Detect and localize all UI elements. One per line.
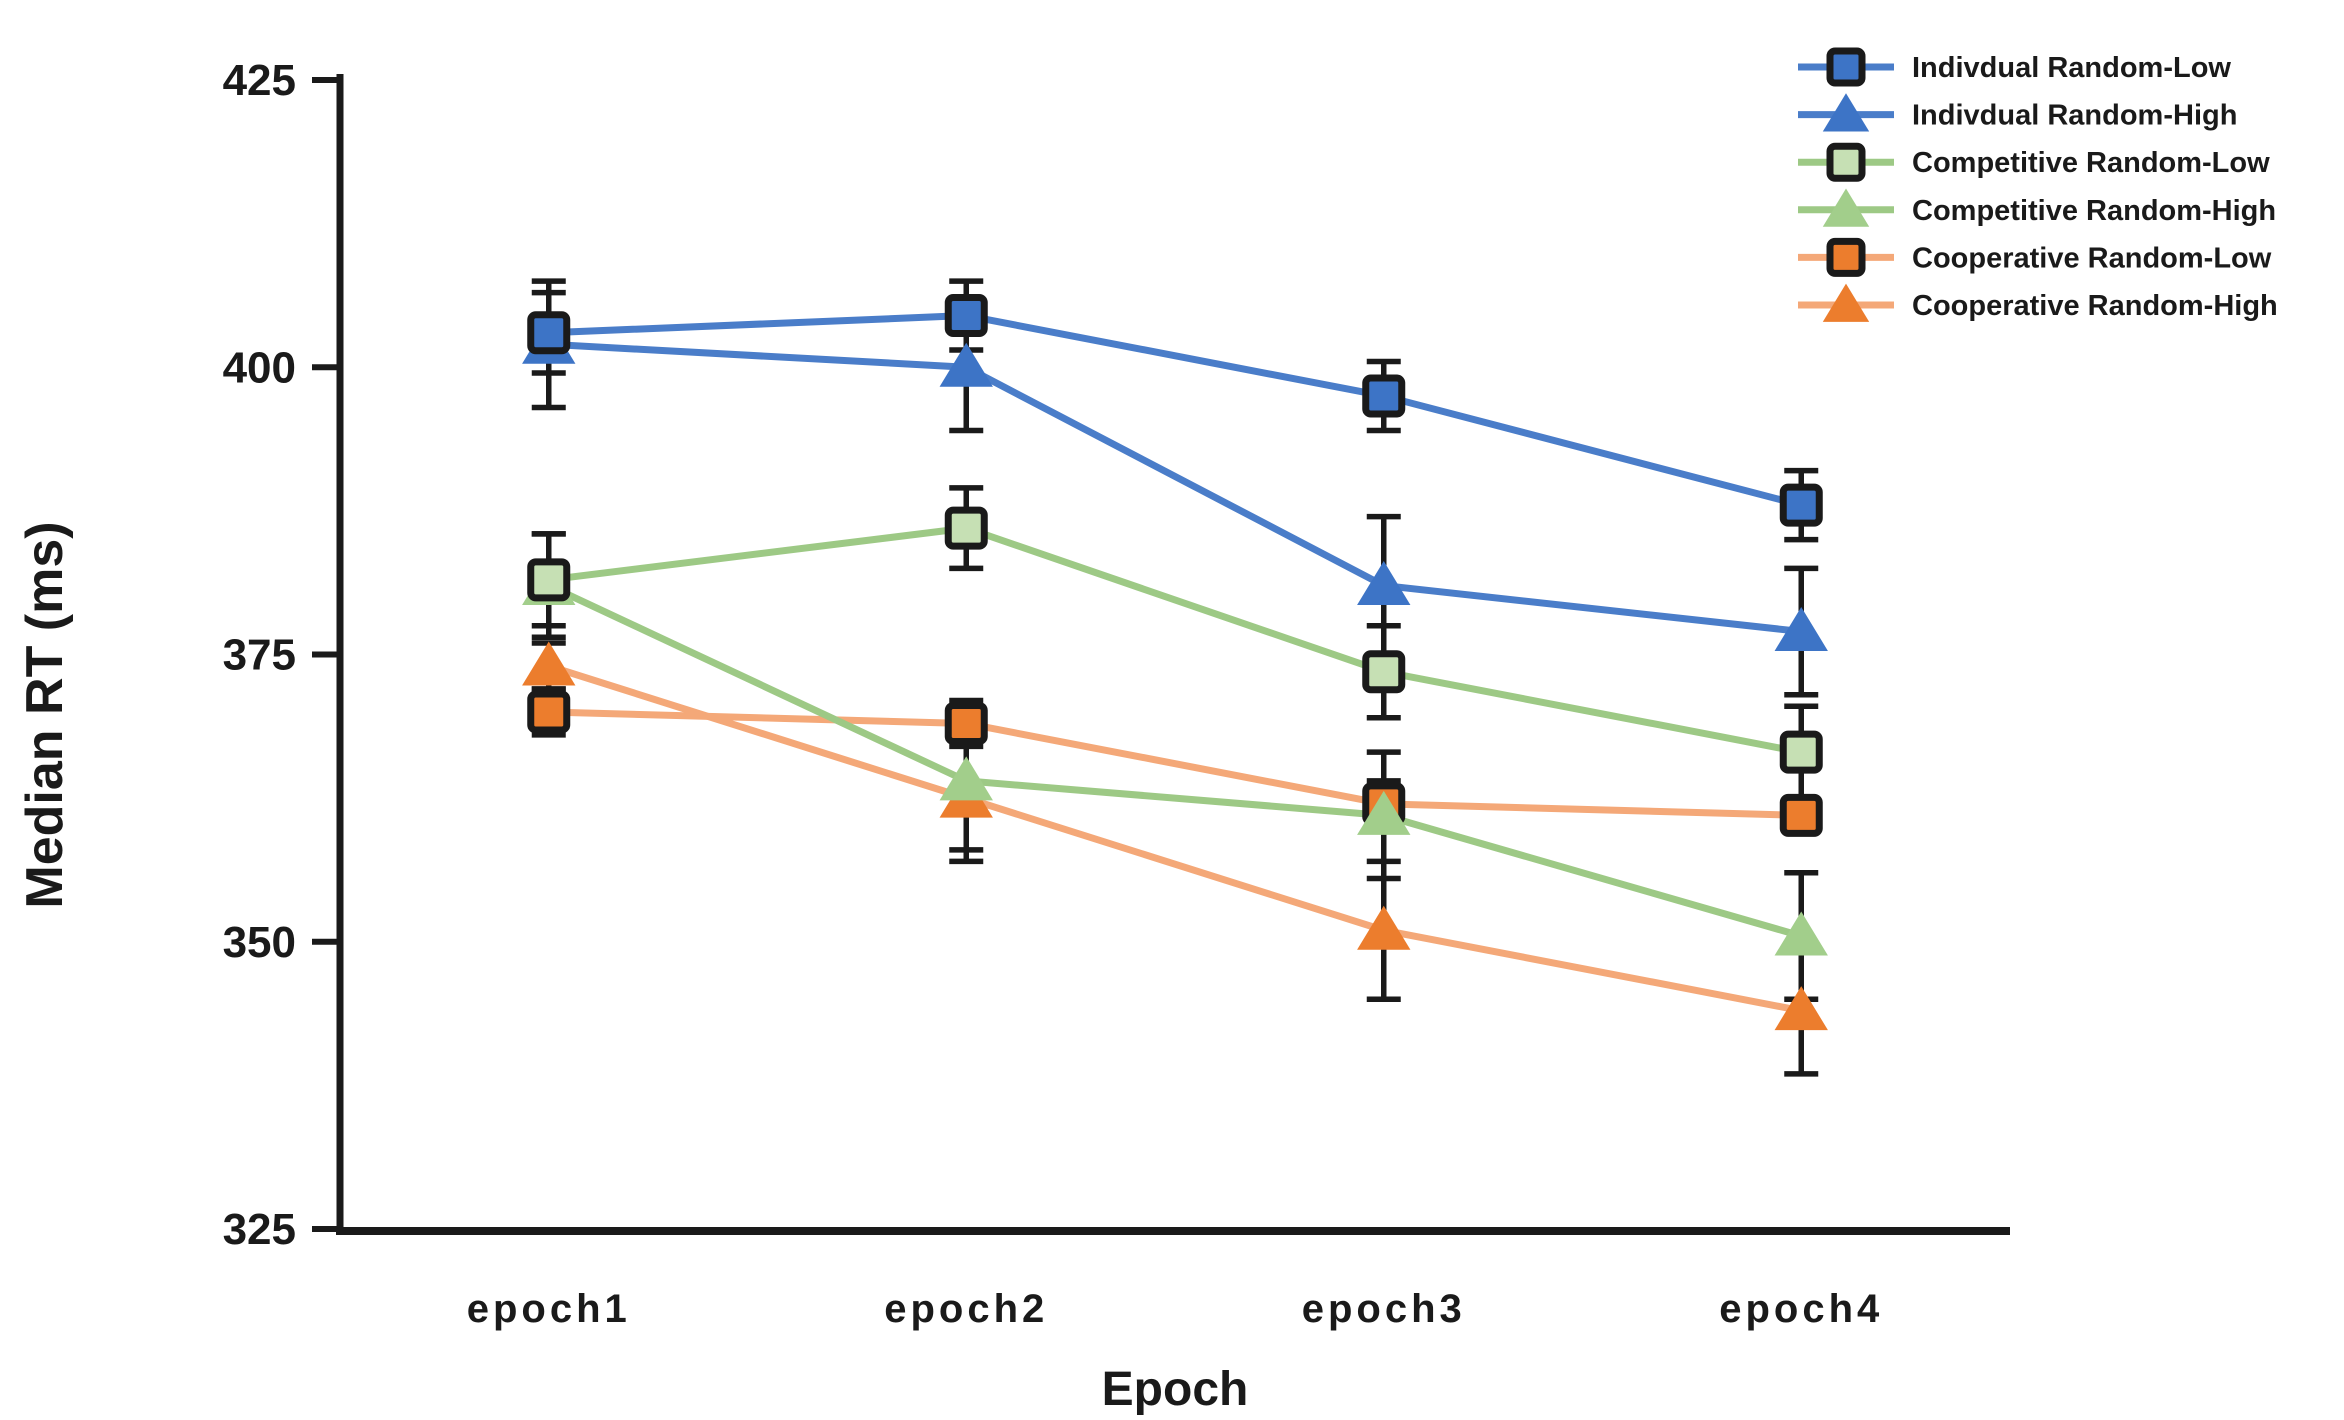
y-tick-label: 325 xyxy=(223,1205,296,1254)
legend-item-indivdual-random-low: Indivdual Random-Low xyxy=(1798,47,2231,87)
series-line-competitive-random-high xyxy=(545,582,1805,940)
square-marker-competitive-random-low xyxy=(1362,650,1406,694)
legend-square-marker xyxy=(1826,47,1866,87)
square-marker-cooperative-random-low xyxy=(1779,793,1823,837)
series-line-cooperative-random-high xyxy=(545,662,1805,1015)
legend-triangle-marker xyxy=(1822,283,1870,322)
series-markers xyxy=(522,294,1828,1031)
triangle-marker-cooperative-random-high xyxy=(1357,905,1411,950)
square-marker-indivdual-random-low xyxy=(1362,374,1406,418)
x-tick-labels: epoch1 epoch2 epoch3 epoch4 xyxy=(467,1287,1883,1331)
legend-item-indivdual-random-high: Indivdual Random-High xyxy=(1798,93,2237,132)
y-tick-label: 425 xyxy=(223,56,296,105)
x-tick-label: epoch1 xyxy=(467,1287,631,1331)
triangle-marker-competitive-random-high xyxy=(939,756,993,801)
legend: Indivdual Random-Low Indivdual Random-Hig… xyxy=(1798,47,2278,322)
legend-label: Competitive Random-High xyxy=(1912,195,2276,227)
legend-square-marker xyxy=(1826,142,1866,182)
triangle-marker-indivdual-random-high xyxy=(1357,561,1411,606)
series-line-competitive-random-low xyxy=(545,524,1805,756)
series-lines xyxy=(545,312,1805,1015)
triangle-marker-indivdual-random-high xyxy=(939,342,993,387)
x-tick-label: epoch3 xyxy=(1302,1287,1466,1331)
y-tick-label: 400 xyxy=(223,343,296,392)
triangle-marker-indivdual-random-high xyxy=(1774,606,1828,651)
legend-label: Indivdual Random-High xyxy=(1912,100,2237,132)
legend-label: Cooperative Random-Low xyxy=(1912,242,2272,274)
legend-label: Indivdual Random-Low xyxy=(1912,52,2231,84)
legend-item-cooperative-random-high: Cooperative Random-High xyxy=(1798,283,2278,322)
y-tick-label: 375 xyxy=(223,631,296,680)
triangle-marker-competitive-random-high xyxy=(1357,790,1411,835)
square-marker-indivdual-random-low xyxy=(527,311,571,355)
y-tick-labels: 325 350 375 400 425 xyxy=(223,56,340,1254)
legend-item-competitive-random-high: Competitive Random-High xyxy=(1798,188,2276,227)
triangle-marker-competitive-random-high xyxy=(1774,911,1828,956)
axes xyxy=(336,74,2010,1235)
square-marker-cooperative-random-low xyxy=(527,690,571,734)
square-marker-cooperative-random-low xyxy=(944,701,988,745)
y-axis-title: Median RT (ms) xyxy=(16,521,74,908)
triangle-marker-cooperative-random-high xyxy=(522,641,576,686)
x-axis-title: Epoch xyxy=(1102,1363,1249,1416)
legend-label: Cooperative Random-High xyxy=(1912,290,2278,322)
square-marker-competitive-random-low xyxy=(527,558,571,602)
x-tick-label: epoch4 xyxy=(1719,1287,1883,1331)
square-marker-competitive-random-low xyxy=(1779,730,1823,774)
x-tick-label: epoch2 xyxy=(884,1287,1048,1331)
legend-item-cooperative-random-low: Cooperative Random-Low xyxy=(1798,237,2272,277)
y-tick-label: 350 xyxy=(223,918,296,967)
legend-item-competitive-random-low: Competitive Random-Low xyxy=(1798,142,2270,182)
square-marker-indivdual-random-low xyxy=(1779,483,1823,527)
legend-label: Competitive Random-Low xyxy=(1912,147,2270,179)
triangle-marker-cooperative-random-high xyxy=(1774,986,1828,1031)
square-marker-indivdual-random-low xyxy=(944,294,988,338)
legend-triangle-marker xyxy=(1822,93,1870,132)
series-line-indivdual-random-high xyxy=(545,340,1805,636)
series-line-cooperative-random-low xyxy=(545,708,1805,819)
square-marker-competitive-random-low xyxy=(944,506,988,550)
series-line-indivdual-random-low xyxy=(545,312,1805,509)
error-bars xyxy=(531,278,1819,1077)
legend-square-marker xyxy=(1826,237,1866,277)
legend-triangle-marker xyxy=(1822,188,1870,227)
